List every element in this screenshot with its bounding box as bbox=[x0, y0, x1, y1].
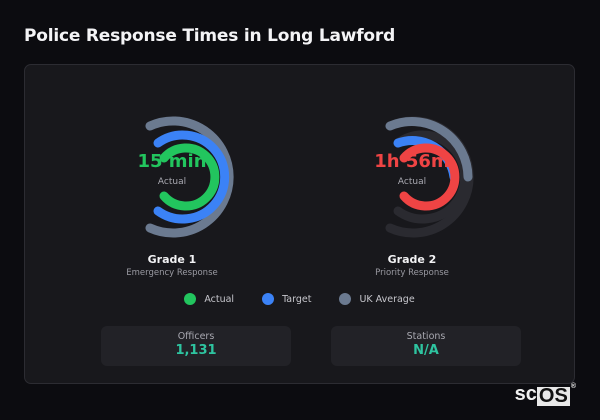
actual-arc bbox=[159, 143, 220, 211]
gauge-title: Grade 1 bbox=[147, 253, 197, 266]
target-arc bbox=[153, 130, 230, 224]
gauge-value: 1h 56m bbox=[374, 151, 450, 172]
gauge-value-label: Actual bbox=[157, 177, 187, 187]
radial-chart-grade-2 bbox=[385, 116, 474, 238]
gauge-value-label: Actual bbox=[397, 177, 427, 187]
uk-average-dot-icon bbox=[339, 293, 352, 305]
scos-logo: sc OS ® bbox=[515, 383, 576, 406]
legend-item-target: Target bbox=[262, 293, 311, 305]
legend-item-actual: Actual bbox=[184, 293, 234, 305]
legend-label: Target bbox=[282, 293, 312, 305]
radial-chart-grade-1 bbox=[145, 116, 234, 238]
actual-arc bbox=[399, 143, 460, 211]
stat-value: N/A bbox=[413, 343, 439, 358]
stat-officers: Officers 1,131 bbox=[101, 326, 291, 366]
gauge-value: 15 min bbox=[137, 151, 207, 172]
logo-os: OS bbox=[536, 385, 570, 407]
legend-item-uk-average: UK Average bbox=[339, 293, 415, 305]
uk-average-arc bbox=[385, 117, 473, 182]
gauge-subtitle: Priority Response bbox=[375, 268, 449, 278]
registered-mark: ® bbox=[570, 383, 576, 390]
stat-value: 1,131 bbox=[175, 343, 217, 358]
target-dot-icon bbox=[262, 293, 275, 305]
stat-stations: Stations N/A bbox=[331, 326, 521, 366]
chart-legend: Actual Target UK Average bbox=[25, 293, 574, 305]
legend-label: UK Average bbox=[359, 293, 415, 305]
stat-label: Stations bbox=[406, 331, 446, 342]
gauge-grade-1: 15 min Actual Grade 1 Emergency Response bbox=[102, 107, 242, 278]
response-times-card: 15 min Actual Grade 1 Emergency Response… bbox=[24, 64, 575, 384]
gauge-subtitle: Emergency Response bbox=[126, 268, 218, 278]
legend-label: Actual bbox=[204, 293, 235, 305]
page-title: Police Response Times in Long Lawford bbox=[24, 26, 396, 46]
logo-sc: sc bbox=[514, 383, 537, 405]
gauge-title: Grade 2 bbox=[387, 253, 437, 266]
gauge-grade-2: 1h 56m Actual Grade 2 Priority Response bbox=[342, 107, 482, 278]
stat-label: Officers bbox=[177, 331, 215, 342]
actual-dot-icon bbox=[184, 293, 197, 305]
